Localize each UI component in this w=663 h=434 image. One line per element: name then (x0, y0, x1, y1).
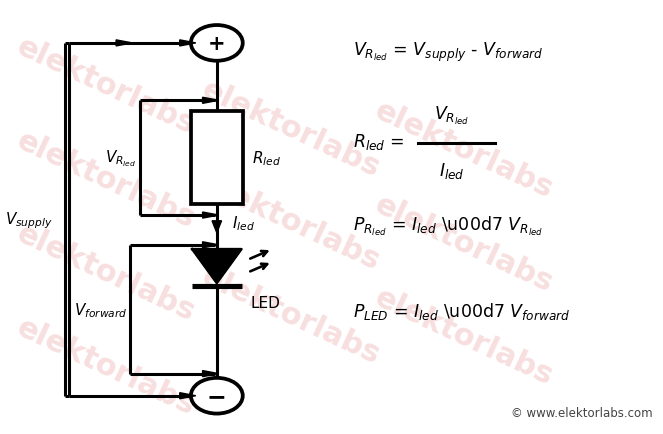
Text: elektorlabs: elektorlabs (12, 125, 200, 233)
Polygon shape (180, 393, 196, 399)
Polygon shape (212, 221, 221, 233)
Text: elektorlabs: elektorlabs (197, 261, 385, 369)
Text: elektorlabs: elektorlabs (197, 75, 385, 183)
Text: $R_{led}$: $R_{led}$ (252, 149, 281, 168)
Polygon shape (203, 371, 219, 377)
Text: © www.elektorlabs.com: © www.elektorlabs.com (511, 406, 652, 419)
Text: elektorlabs: elektorlabs (12, 32, 200, 140)
Polygon shape (180, 41, 196, 47)
Text: $V_{R_{led}}$ = $V_{supply}$ - $V_{forward}$: $V_{R_{led}}$ = $V_{supply}$ - $V_{forwa… (353, 41, 543, 64)
Text: elektorlabs: elektorlabs (370, 96, 558, 204)
Text: $R_{led}$ =: $R_{led}$ = (353, 132, 404, 151)
Text: $P_{R_{led}}$ = $I_{led}$ \u00d7 $V_{R_{led}}$: $P_{R_{led}}$ = $I_{led}$ \u00d7 $V_{R_{… (353, 215, 543, 238)
Polygon shape (203, 213, 219, 219)
Bar (191, 112, 243, 205)
Text: $V_{forward}$: $V_{forward}$ (74, 300, 127, 319)
Text: +: + (208, 34, 225, 54)
Text: LED: LED (251, 295, 280, 310)
Text: −: − (207, 384, 227, 408)
Text: $V_{R_{led}}$: $V_{R_{led}}$ (434, 105, 469, 127)
Text: elektorlabs: elektorlabs (12, 219, 200, 327)
Text: $V_{supply}$: $V_{supply}$ (5, 210, 53, 230)
Text: elektorlabs: elektorlabs (197, 168, 385, 276)
Polygon shape (203, 242, 219, 248)
Polygon shape (203, 98, 219, 104)
Text: elektorlabs: elektorlabs (370, 189, 558, 297)
Text: elektorlabs: elektorlabs (370, 283, 558, 390)
Polygon shape (116, 41, 132, 47)
Text: $I_{led}$: $I_{led}$ (439, 161, 464, 181)
Text: $I_{led}$: $I_{led}$ (232, 214, 255, 232)
Polygon shape (192, 250, 241, 283)
Text: $V_{R_{led}}$: $V_{R_{led}}$ (105, 148, 137, 168)
Text: elektorlabs: elektorlabs (12, 312, 200, 420)
Text: $P_{LED}$ = $I_{led}$ \u00d7 $V_{forward}$: $P_{LED}$ = $I_{led}$ \u00d7 $V_{forward… (353, 300, 570, 322)
